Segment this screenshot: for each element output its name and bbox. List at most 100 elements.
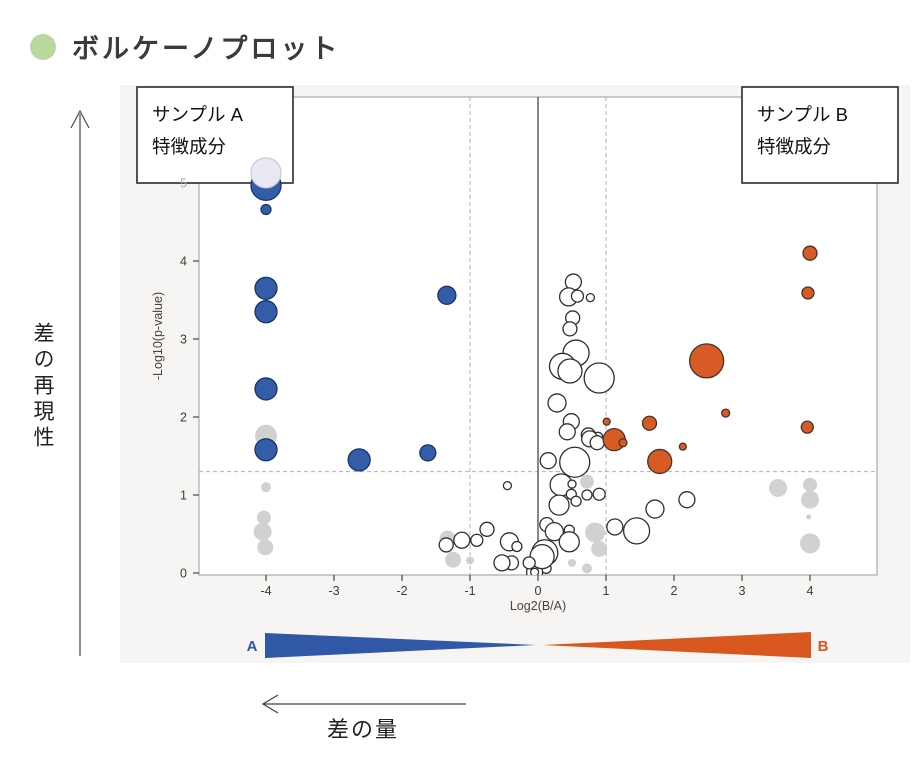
data-point: [347, 448, 371, 472]
data-point: [548, 494, 570, 516]
data-point: [568, 558, 576, 567]
title-bullet-icon: [30, 33, 56, 60]
data-point: [570, 495, 582, 507]
data-point: [419, 444, 437, 462]
x-tick-label: -4: [260, 584, 271, 598]
data-point: [254, 377, 278, 401]
x-tick-label: 1: [603, 584, 610, 598]
data-point: [579, 474, 594, 489]
data-point: [522, 556, 536, 570]
x-tick-label: 0: [535, 584, 542, 598]
data-point: [618, 438, 628, 448]
annotation-box-frame: [741, 86, 899, 184]
y-tick-label: 2: [180, 411, 187, 425]
y-axis-title: -Log10(p-value): [151, 292, 165, 380]
series-sample-B-features-orange: [602, 245, 818, 475]
data-point: [592, 487, 606, 501]
data-point: [602, 417, 611, 426]
x-tick-label: 2: [671, 584, 678, 598]
annotation-box-text: サンプル B: [757, 104, 848, 125]
data-point: [562, 321, 578, 337]
annotation-box-text: サンプル A: [152, 104, 244, 125]
data-point: [583, 362, 615, 394]
y-meaning-label: 差の再現性: [31, 322, 54, 452]
data-point: [647, 448, 673, 475]
page-title: ボルケーノプロット: [72, 34, 341, 64]
sample-B-annotation-box: サンプル B 特徴成分: [741, 86, 899, 184]
data-point: [641, 415, 658, 431]
data-point: [493, 554, 511, 572]
data-point: [254, 438, 278, 462]
data-point: [511, 540, 523, 553]
data-point: [254, 276, 278, 300]
data-point: [502, 480, 513, 491]
data-point: [261, 482, 271, 493]
data-point: [539, 452, 557, 470]
data-point: [559, 446, 591, 478]
data-point: [800, 420, 814, 434]
x-tick-label: 4: [807, 584, 814, 598]
data-point: [558, 423, 576, 441]
data-point: [438, 537, 454, 553]
data-point: [250, 157, 282, 189]
x-tick-label: 3: [739, 584, 746, 598]
scatter-marks: [250, 157, 820, 575]
data-point: [544, 522, 564, 542]
x-tick-label: -2: [396, 584, 407, 598]
data-point: [581, 563, 592, 574]
data-point: [806, 514, 812, 520]
data-point: [256, 510, 271, 525]
data-point: [557, 358, 583, 384]
series-not-significant-white: [438, 273, 696, 575]
data-point: [688, 343, 725, 379]
x-tick-label: -3: [328, 584, 339, 598]
data-point: [801, 286, 815, 300]
series-excluded-gray: [253, 424, 820, 574]
series-pale-highlight: [250, 157, 282, 189]
data-point: [253, 522, 272, 541]
data-point: [558, 531, 580, 553]
data-point: [585, 293, 596, 303]
data-point: [445, 551, 461, 568]
y-tick-label: 0: [180, 567, 187, 581]
data-point: [585, 522, 606, 543]
data-point: [254, 300, 278, 324]
x-meaning-arrow-head-icon: [261, 694, 279, 714]
data-point: [721, 408, 731, 418]
x-tick-label: -1: [464, 584, 475, 598]
data-point: [801, 490, 819, 509]
data-point: [589, 435, 605, 451]
data-point: [453, 531, 471, 549]
x-axis-title: Log2(B/A): [510, 599, 566, 613]
data-point: [529, 567, 540, 575]
annotation-box-text: 特徴成分: [152, 136, 226, 157]
data-point: [591, 540, 608, 557]
data-point: [800, 533, 820, 554]
data-point: [437, 285, 457, 305]
y-tick-label: 3: [180, 333, 187, 347]
sample-A-annotation-box: サンプル A 特徴成分: [136, 86, 294, 184]
annotation-box-text: 特徴成分: [757, 136, 831, 157]
data-point: [547, 393, 567, 413]
sample-A-label: A: [247, 638, 258, 655]
data-point: [678, 442, 687, 451]
data-point: [803, 477, 817, 492]
data-point: [466, 556, 474, 565]
y-meaning-arrow-head-icon: [70, 109, 90, 129]
data-point: [678, 491, 696, 509]
data-point: [645, 499, 665, 519]
data-point: [622, 517, 651, 545]
y-tick-label: 5: [180, 177, 187, 191]
x-meaning-label: 差の量: [327, 717, 400, 742]
data-point: [479, 521, 495, 537]
sample-B-label: B: [818, 638, 829, 655]
data-point: [260, 203, 272, 216]
y-tick-label: 1: [180, 489, 187, 503]
y-tick-label: 4: [180, 255, 187, 269]
sample-A-gradient-triangle: [265, 633, 536, 658]
page-title-row: ボルケーノプロット: [30, 27, 340, 66]
data-point: [570, 289, 585, 303]
data-point: [567, 479, 577, 489]
data-point: [581, 489, 593, 501]
